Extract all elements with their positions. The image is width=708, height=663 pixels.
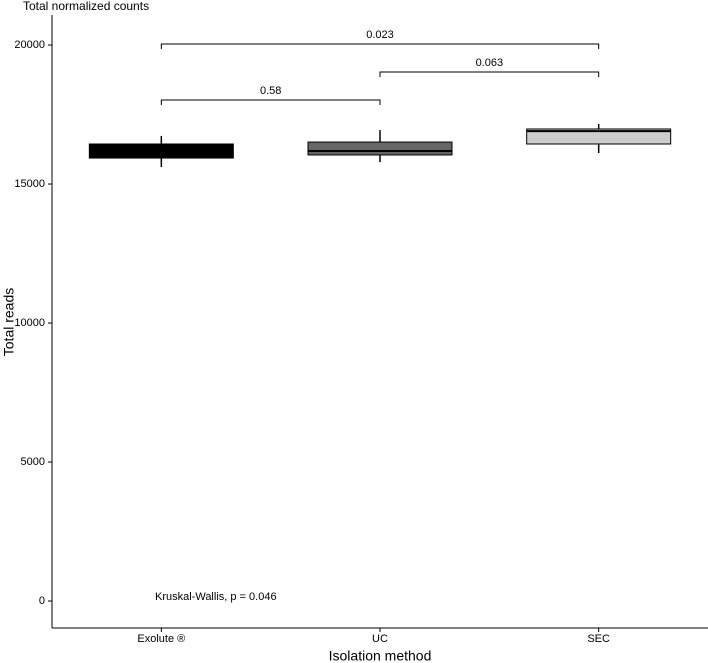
- y-axis-title: Total reads: [1, 288, 17, 356]
- x-tick-label: UC: [372, 633, 388, 645]
- test-annotation: Kruskal-Wallis, p = 0.046: [155, 591, 277, 603]
- comparison-bracket: [160, 99, 381, 105]
- p-value-label: 0.58: [260, 85, 281, 97]
- y-tick-label: 15000: [14, 178, 45, 190]
- box: [307, 141, 453, 156]
- box: [526, 128, 672, 145]
- y-tick-label: 10000: [14, 317, 45, 329]
- y-tick-label: 5000: [21, 456, 45, 468]
- y-tick-label: 0: [39, 595, 45, 607]
- x-tick-label: SEC: [587, 633, 610, 645]
- p-value-label: 0.063: [476, 57, 504, 69]
- comparison-bracket: [160, 43, 600, 49]
- x-tick-label: Exolute ®: [137, 633, 185, 645]
- y-tick-label: 20000: [14, 39, 45, 51]
- p-value-label: 0.023: [366, 29, 394, 41]
- comparison-bracket: [379, 71, 600, 77]
- x-axis-title: Isolation method: [329, 648, 432, 663]
- chart-title: Total normalized counts: [23, 0, 149, 13]
